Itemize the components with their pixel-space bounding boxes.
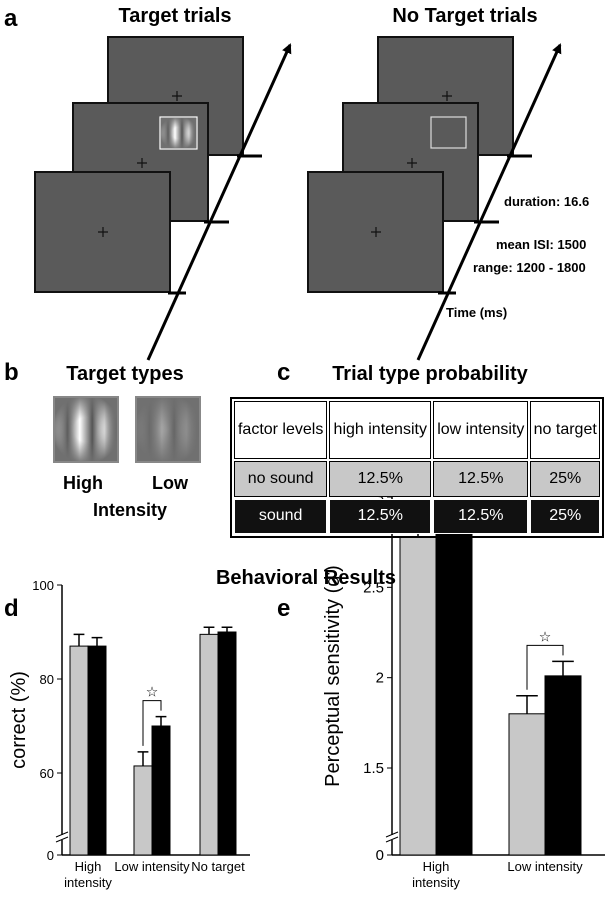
y-tick-label: 100 [32,578,54,593]
panel-title: No Target trials [392,5,537,27]
header-cell: low intensity [433,401,529,459]
y-tick-label: 60 [40,766,54,781]
significance-bracket [142,700,162,746]
timing-label: mean ISI: 1500 [496,237,586,252]
y-tick-label: 0 [376,847,384,864]
y-tick-label: 2.5 [363,579,384,596]
bar [87,645,107,856]
x-tick-label: No target [191,859,245,874]
bar [133,765,153,856]
panel-label: c [277,359,290,386]
y-tick-label: 1.5 [363,760,384,777]
y-tick-label: 3 [376,489,384,506]
axis-break [385,831,399,843]
panel-label: d [4,595,19,622]
row-label: no sound [234,461,328,497]
bar [435,532,473,856]
target-trials-diagram [34,36,292,361]
error-bar [137,751,149,766]
row-label: sound [234,498,328,534]
bar [399,536,437,856]
timing-label: range: 1200 - 1800 [473,260,586,275]
table: factor levels high intensity low intensi… [232,399,602,536]
bar [544,675,582,856]
panel-title: Target types [66,363,183,385]
bar [508,713,546,856]
axis-break-gap [56,835,68,840]
section-title: Behavioral Results [216,567,396,589]
x-tick-label: High intensity [412,859,460,890]
panel-label: b [4,359,19,386]
panel-title: Trial type probability [332,363,528,385]
cell: 12.5% [329,461,432,497]
cell: 25% [530,498,600,534]
target-caption: Intensity [93,500,167,520]
no-target-trials-diagram [307,36,562,361]
target-label: High [63,473,103,493]
bar [217,631,237,856]
header-cell: high intensity [329,401,432,459]
bar [69,645,89,856]
probability-table: factor levels high intensity low intensi… [230,397,604,538]
error-bar [203,626,215,635]
header-cell: factor levels [234,401,328,459]
error-bar [155,715,167,726]
panel-label: e [277,595,290,622]
bar [199,633,219,856]
axis-break-gap [386,835,398,840]
y-tick-label: 0 [47,848,54,863]
y-axis-label: Perceptual sensitivity (d') [322,565,344,787]
error-bar [73,633,85,647]
significance-bracket [526,644,564,690]
y-axis-label: correct (%) [8,671,30,769]
x-tick-label: Low intensity [507,859,583,874]
header-cell: no target [530,401,600,459]
cell: 12.5% [433,461,529,497]
significance-marker: ☆ [539,628,552,644]
target-label: Low [152,473,189,493]
cell: 12.5% [329,498,432,534]
error-bar [91,636,103,647]
error-bar [516,694,538,714]
panel-label: a [4,5,18,32]
bar [151,725,171,856]
cell: 25% [530,461,600,497]
error-bar [552,660,574,676]
panel-title: Target trials [119,5,232,27]
x-tick-label: High intensity [64,859,112,890]
cell: 12.5% [433,498,529,534]
time-axis-label: Time (ms) [446,305,507,320]
axis-break [55,831,69,843]
significance-marker: ☆ [146,684,159,700]
x-tick-label: Low intensity [114,859,190,874]
timing-label: duration: 16.6 [504,194,589,209]
y-tick-label: 2 [376,670,384,687]
error-bar [221,626,233,632]
y-tick-label: 80 [40,672,54,687]
